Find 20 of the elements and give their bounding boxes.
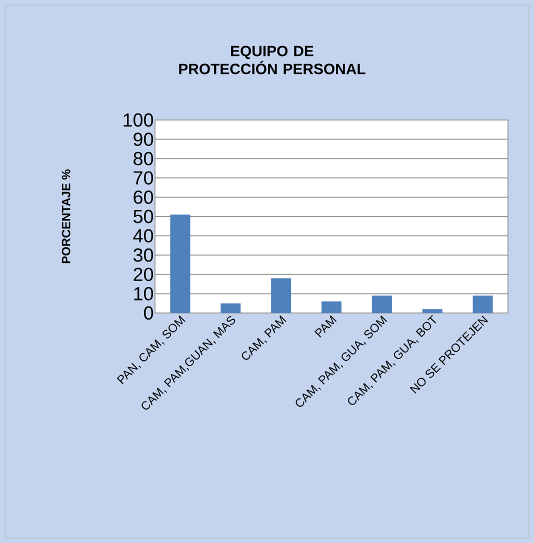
y-tick-label: 50	[134, 210, 154, 224]
y-tick-label: 60	[134, 190, 154, 204]
y-tick-label: 100	[124, 113, 154, 127]
y-tick-label: 30	[133, 248, 154, 262]
bar	[372, 296, 392, 313]
y-tick-label: 80	[134, 152, 154, 166]
bar	[170, 214, 190, 313]
y-axis-title: PORCENTAJE %	[62, 169, 70, 264]
y-tick-label: 20	[134, 268, 154, 282]
bar	[422, 309, 442, 313]
chart-title: EQUIPO DE PROTECCIÓN PERSONAL	[179, 46, 366, 74]
bar	[220, 303, 241, 313]
bar	[321, 301, 342, 313]
bar	[472, 296, 493, 313]
y-tick-label: 0	[144, 306, 154, 320]
bar	[271, 278, 292, 313]
y-tick-label: 70	[134, 171, 154, 185]
y-tick-label: 10	[134, 286, 154, 300]
y-tick-label: 40	[133, 229, 154, 242]
y-tick-label: 90	[134, 132, 154, 146]
